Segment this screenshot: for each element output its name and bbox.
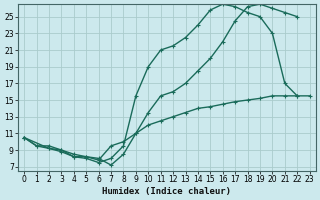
- X-axis label: Humidex (Indice chaleur): Humidex (Indice chaleur): [102, 187, 231, 196]
